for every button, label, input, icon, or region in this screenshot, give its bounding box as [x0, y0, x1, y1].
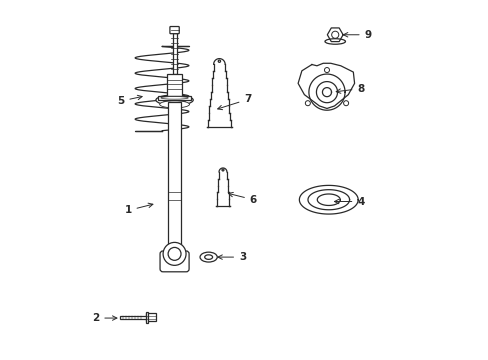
Ellipse shape	[156, 95, 193, 105]
Bar	[120, 316, 145, 319]
Text: 9: 9	[343, 30, 371, 40]
Circle shape	[163, 242, 185, 265]
Ellipse shape	[159, 101, 189, 108]
Circle shape	[222, 169, 224, 171]
Bar	[158, 96, 190, 100]
Text: 7: 7	[217, 94, 251, 110]
Ellipse shape	[325, 39, 345, 44]
Bar	[145, 312, 147, 323]
Circle shape	[218, 60, 220, 62]
Text: 6: 6	[228, 192, 257, 205]
Text: 1: 1	[124, 203, 153, 216]
Text: 2: 2	[92, 313, 117, 323]
Circle shape	[324, 68, 329, 73]
Text: 3: 3	[218, 252, 246, 262]
Bar	[172, 33, 176, 74]
Ellipse shape	[163, 97, 185, 103]
Circle shape	[331, 31, 338, 38]
Bar	[167, 102, 181, 253]
Text: 4: 4	[334, 197, 364, 207]
Text: 5: 5	[117, 95, 142, 106]
FancyBboxPatch shape	[169, 27, 179, 34]
Ellipse shape	[161, 96, 188, 99]
Circle shape	[168, 247, 181, 260]
Text: 8: 8	[336, 84, 364, 94]
Ellipse shape	[204, 255, 212, 259]
FancyBboxPatch shape	[160, 251, 189, 272]
Circle shape	[343, 101, 348, 106]
Circle shape	[305, 101, 310, 106]
Bar	[145, 314, 156, 321]
Ellipse shape	[200, 252, 217, 262]
Bar	[167, 74, 182, 96]
